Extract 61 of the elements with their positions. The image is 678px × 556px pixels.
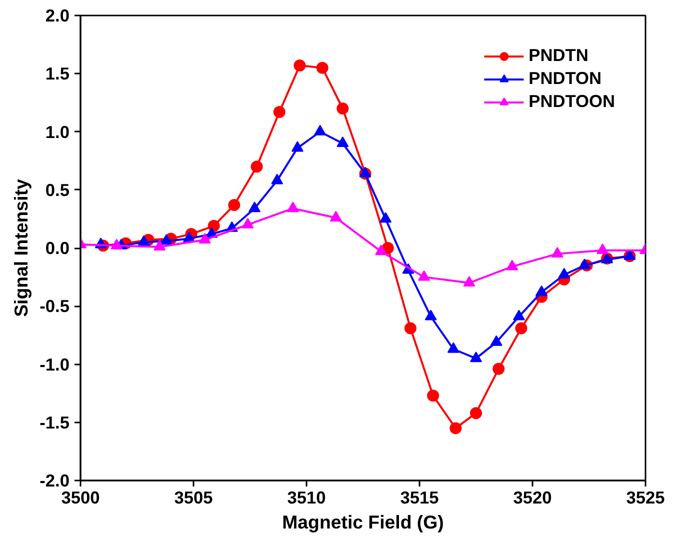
point: [250, 160, 263, 173]
point: [330, 210, 342, 222]
point: [198, 233, 211, 244]
point: [336, 136, 349, 148]
x-tick-label: 3510: [287, 488, 326, 508]
y-axis-title: Signal Intensity: [10, 178, 32, 317]
point: [314, 124, 326, 136]
y-tick-label: 2.0: [45, 6, 70, 26]
point: [316, 62, 328, 74]
point: [450, 422, 462, 434]
point: [470, 407, 482, 420]
point: [380, 212, 392, 223]
x-tick-label: 3525: [626, 488, 666, 508]
point: [515, 322, 528, 334]
point: [512, 310, 525, 320]
y-tick-label: -1.0: [40, 354, 70, 374]
x-tick-label: 3505: [174, 488, 214, 508]
point: [138, 235, 150, 246]
point: [242, 218, 254, 228]
point: [404, 322, 416, 334]
point: [228, 199, 240, 211]
point: [427, 390, 440, 402]
y-tick-label: -2.0: [40, 470, 70, 490]
point: [418, 270, 430, 281]
point: [470, 352, 482, 362]
point: [359, 166, 372, 178]
y-tick-label: 0.5: [45, 180, 70, 200]
point: [294, 60, 306, 72]
x-axis-title: Magnetic Field (G): [282, 512, 444, 532]
point: [336, 102, 349, 114]
x-tick-label: 3520: [513, 488, 552, 508]
point: [596, 243, 609, 254]
point: [291, 141, 304, 152]
legend-label: PNDTON: [528, 68, 602, 89]
y-tick-label: 1.5: [45, 64, 70, 84]
point: [506, 260, 518, 270]
point: [490, 335, 502, 346]
point: [536, 285, 548, 296]
y-tick-label: -0.5: [40, 296, 70, 316]
point: [248, 202, 261, 212]
legend-label: PNDTOON: [528, 91, 615, 112]
y-tick-label: 1.0: [45, 122, 70, 142]
point: [110, 238, 123, 250]
point: [286, 202, 299, 212]
legend-label: PNDTN: [528, 45, 588, 66]
point: [578, 258, 590, 270]
point: [160, 234, 172, 245]
y-tick-label: -1.5: [40, 412, 70, 432]
point: [447, 342, 460, 353]
point: [551, 246, 564, 258]
point: [273, 106, 286, 118]
point: [463, 276, 476, 287]
point: [271, 174, 284, 184]
point: [424, 310, 437, 320]
point: [492, 362, 505, 375]
point: [154, 240, 166, 251]
x-tick-label: 3500: [61, 488, 100, 508]
point: [558, 268, 570, 278]
y-tick-label: 0.0: [45, 238, 70, 258]
point: [375, 244, 388, 256]
x-tick-label: 3515: [400, 488, 440, 508]
